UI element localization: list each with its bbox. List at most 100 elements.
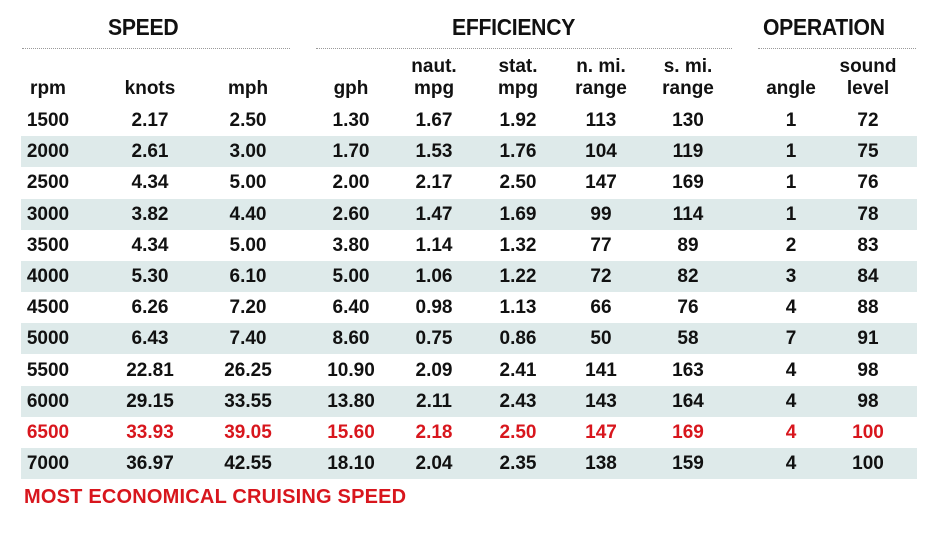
table-cell-level: 88 (857, 297, 879, 319)
table-cell-angle: 1 (785, 203, 797, 225)
table-cell-mpg: 1.76 (499, 141, 537, 163)
table-cell-knots: 4.34 (131, 234, 169, 256)
table-cell-mph: 7.20 (229, 297, 267, 319)
table-cell-range: 66 (590, 297, 612, 319)
table-cell-angle: 3 (785, 266, 797, 287)
table-row: 3500 4.34 5.00 3.80 1.14 1.32 77 89 2 83 (21, 230, 917, 261)
table-cell-range: 169 (672, 422, 704, 443)
table-cell-mph: 39.05 (224, 422, 272, 443)
table-cell-angle: 1 (785, 172, 797, 194)
table-cell-mph: 6.10 (229, 266, 267, 287)
table-cell-angle: 4 (785, 297, 797, 319)
table-cell-range: 138 (585, 453, 617, 475)
table-cell-range: 99 (590, 203, 612, 225)
table-row: 2000 2.61 3.00 1.70 1.53 1.76 104 119 1 75 (21, 136, 917, 168)
table-cell-knots: 2.61 (131, 141, 169, 163)
table-cell-level: 100 (852, 422, 884, 443)
table-cell-level: 83 (857, 234, 879, 256)
table-cell-level: 84 (857, 266, 879, 287)
table-cell-rpm: 6500 (26, 422, 70, 443)
table-cell-range: 82 (677, 266, 699, 287)
table-cell-range: 77 (590, 234, 612, 256)
column-header-line2: rpm (30, 78, 66, 99)
table-cell-range: 130 (672, 110, 704, 131)
table-cell-range: 169 (672, 172, 704, 194)
table-cell-range: 159 (672, 453, 704, 475)
speed-divider (22, 48, 290, 49)
table-cell-knots: 33.93 (126, 422, 174, 443)
table-cell-mph: 3.00 (229, 141, 267, 163)
column-header-nmi-range: n. mi. range (561, 50, 641, 100)
table-cell-angle: 4 (785, 453, 797, 475)
table-cell-range: 147 (585, 172, 617, 194)
column-header-line1: s. mi. (663, 56, 713, 77)
column-header-sound-level: sound level (828, 50, 908, 100)
footnote-economical-speed: MOST ECONOMICAL CRUISING SPEED (24, 486, 407, 508)
table-cell-mpg: 1.92 (499, 110, 537, 131)
table-cell-level: 100 (852, 453, 884, 475)
table-cell-gph: 2.60 (332, 203, 370, 225)
table-row: 7000 36.97 42.55 18.10 2.04 2.35 138 159 4 100 (21, 448, 917, 480)
column-header-line2: angle (766, 78, 816, 99)
table-row: 5500 22.81 26.25 10.90 2.09 2.41 141 163 4 98 (21, 355, 917, 386)
column-header-gph: gph (311, 50, 391, 100)
table-cell-mph: 33.55 (224, 390, 272, 412)
column-header-mph: mph (208, 50, 288, 100)
column-header-line2: mpg (497, 78, 539, 99)
table-cell-gph: 8.60 (332, 328, 370, 350)
table-cell-mpg: 2.17 (415, 172, 453, 194)
table-cell-range: 164 (672, 390, 704, 412)
table-cell-angle: 4 (785, 422, 797, 443)
table-cell-knots: 36.97 (126, 453, 174, 475)
table-cell-mpg: 1.06 (415, 266, 453, 287)
table-cell-mpg: 0.86 (499, 328, 537, 350)
table-cell-mpg: 1.22 (499, 266, 537, 287)
table-row: 2500 4.34 5.00 2.00 2.17 2.50 147 169 1 76 (21, 167, 917, 198)
group-title-speed: SPEED (108, 14, 179, 40)
table-cell-knots: 5.30 (131, 266, 169, 287)
table-cell-rpm: 3500 (26, 234, 70, 256)
table-cell-mph: 26.25 (224, 359, 272, 381)
table-cell-range: 58 (677, 328, 699, 350)
column-header-line1: sound (839, 56, 897, 77)
column-header-angle: angle (751, 50, 831, 100)
table-cell-angle: 7 (785, 328, 797, 350)
column-header-rpm: rpm (8, 50, 88, 100)
table-cell-angle: 4 (785, 390, 797, 412)
table-cell-mpg: 1.47 (415, 203, 453, 225)
column-header-knots: knots (110, 50, 190, 100)
table-cell-rpm: 5000 (26, 328, 70, 350)
table-cell-rpm: 2000 (26, 141, 70, 163)
table-cell-mpg: 2.50 (499, 422, 537, 443)
table-cell-level: 78 (857, 203, 879, 225)
column-header-line2: level (846, 78, 890, 99)
column-header-stat-mpg: stat. mpg (478, 50, 558, 100)
table-cell-range: 163 (672, 359, 704, 381)
table-row: 6000 29.15 33.55 13.80 2.11 2.43 143 164 4 98 (21, 385, 917, 417)
table-cell-mpg: 2.50 (499, 172, 537, 194)
table-cell-range: 119 (672, 141, 704, 163)
table-row: 3000 3.82 4.40 2.60 1.47 1.69 99 114 1 78 (21, 198, 917, 230)
table-cell-rpm: 5500 (26, 359, 70, 381)
table-cell-level: 98 (857, 390, 879, 412)
table-cell-knots: 22.81 (126, 359, 174, 381)
column-header-naut-mpg: naut. mpg (394, 50, 474, 100)
column-header-line2: range (662, 78, 714, 99)
table-cell-mpg: 1.14 (415, 234, 453, 256)
table-row: 4500 6.26 7.20 6.40 0.98 1.13 66 76 4 88 (21, 292, 917, 323)
table-cell-range: 147 (585, 422, 617, 443)
table-cell-angle: 1 (785, 110, 797, 131)
column-header-line1: naut. (411, 56, 457, 77)
column-header-line1: n. mi. (576, 56, 626, 77)
table-cell-range: 143 (585, 390, 617, 412)
table-cell-knots: 4.34 (131, 172, 169, 194)
group-title-operation: OPERATION (763, 14, 885, 40)
table-cell-mpg: 2.35 (499, 453, 537, 475)
table-cell-angle: 1 (785, 141, 797, 163)
table-cell-knots: 2.17 (131, 110, 169, 131)
table-cell-gph: 13.80 (327, 390, 375, 412)
column-header-line2: gph (333, 78, 369, 99)
table-row-highlighted: 6500 33.93 39.05 15.60 2.18 2.50 147 169 4 100 (21, 417, 917, 448)
table-cell-mpg: 2.09 (415, 359, 453, 381)
column-header-line2: mph (227, 78, 269, 99)
